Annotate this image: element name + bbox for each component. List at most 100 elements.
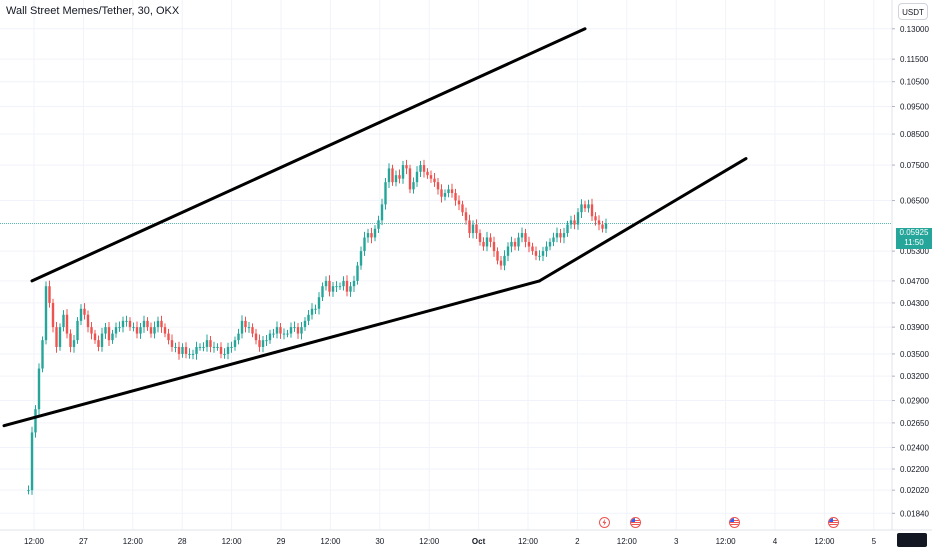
candle bbox=[412, 177, 415, 194]
candle-body bbox=[552, 237, 555, 242]
candle bbox=[345, 275, 349, 297]
candle bbox=[503, 250, 506, 271]
candle bbox=[300, 321, 303, 340]
candle-body bbox=[212, 346, 216, 348]
candle bbox=[314, 304, 317, 315]
candle-body bbox=[464, 212, 468, 221]
candle bbox=[384, 177, 387, 210]
time-tick-label: 3 bbox=[674, 537, 679, 546]
candle bbox=[513, 238, 517, 251]
candle bbox=[107, 321, 111, 346]
candle bbox=[261, 335, 265, 353]
candle-body bbox=[293, 327, 296, 329]
candle bbox=[324, 276, 328, 291]
candle-body bbox=[412, 182, 415, 190]
candle bbox=[132, 322, 135, 332]
channel-line-2[interactable] bbox=[30, 27, 587, 283]
candle-body bbox=[86, 314, 90, 328]
candle bbox=[34, 405, 37, 438]
candle bbox=[559, 228, 562, 243]
candle-body bbox=[34, 409, 37, 433]
candle-body bbox=[51, 302, 55, 328]
candle-body bbox=[559, 233, 562, 238]
candle bbox=[317, 292, 321, 315]
candle bbox=[349, 282, 352, 297]
candle bbox=[436, 177, 440, 195]
candle bbox=[251, 323, 254, 338]
candle-body bbox=[223, 353, 226, 355]
candle bbox=[370, 227, 373, 244]
candle bbox=[184, 342, 188, 359]
candle bbox=[464, 207, 468, 225]
time-tick-label: 12:00 bbox=[716, 537, 737, 546]
channel-line-3[interactable] bbox=[538, 157, 748, 283]
candle-body bbox=[485, 237, 489, 247]
lightning-icon[interactable] bbox=[599, 517, 610, 528]
candle bbox=[489, 233, 492, 248]
candle bbox=[538, 250, 541, 261]
candle-body bbox=[167, 333, 170, 341]
candle bbox=[258, 334, 261, 352]
candle-body bbox=[363, 237, 366, 252]
time-tick-label: 12:00 bbox=[123, 537, 144, 546]
candle-body bbox=[247, 327, 251, 329]
candle bbox=[90, 321, 93, 340]
candle-body bbox=[79, 308, 83, 321]
candle-body bbox=[181, 346, 184, 354]
candle-body bbox=[310, 308, 314, 315]
candle-body bbox=[478, 233, 482, 242]
candle-body bbox=[352, 280, 356, 287]
us-flag-icon[interactable] bbox=[729, 517, 740, 528]
candle-body bbox=[527, 241, 531, 247]
candle-body bbox=[55, 327, 58, 347]
time-tick-label: 12:00 bbox=[320, 537, 341, 546]
price-tick-label: 0.04700 bbox=[900, 277, 929, 286]
candle bbox=[342, 276, 345, 291]
candle bbox=[160, 315, 163, 333]
candle bbox=[233, 336, 237, 351]
candle-body bbox=[72, 340, 76, 347]
us-flag-icon[interactable] bbox=[828, 517, 839, 528]
currency-button[interactable]: USDT bbox=[898, 3, 928, 20]
price-tick-label: 0.06500 bbox=[900, 197, 929, 206]
us-flag-icon[interactable] bbox=[630, 517, 641, 528]
candle bbox=[573, 214, 576, 230]
candle bbox=[195, 341, 198, 360]
candle-body bbox=[496, 251, 499, 261]
candle-body bbox=[30, 432, 34, 491]
candle bbox=[30, 426, 34, 495]
candle-body bbox=[440, 189, 443, 197]
candle-body bbox=[104, 327, 107, 334]
candle bbox=[429, 170, 433, 183]
candle-body bbox=[359, 251, 363, 266]
channel-lines[interactable] bbox=[2, 27, 748, 428]
candle-body bbox=[569, 220, 573, 225]
candle-body bbox=[331, 286, 335, 292]
candle bbox=[41, 336, 44, 373]
channel-line-1[interactable] bbox=[2, 279, 541, 428]
candle bbox=[454, 188, 457, 206]
candle bbox=[485, 231, 489, 252]
candle-body bbox=[366, 233, 370, 238]
candle bbox=[128, 317, 132, 331]
candle bbox=[310, 303, 314, 320]
candle-body bbox=[244, 320, 247, 328]
price-tick-label: 0.03500 bbox=[900, 350, 929, 359]
candle bbox=[93, 329, 97, 344]
candle bbox=[265, 335, 268, 346]
candle-body bbox=[202, 346, 205, 348]
candle bbox=[268, 329, 272, 344]
candle-body bbox=[191, 353, 195, 355]
time-tick-label: 12:00 bbox=[617, 537, 638, 546]
candle-body bbox=[205, 340, 209, 347]
candle bbox=[478, 229, 482, 246]
candle-body bbox=[513, 241, 517, 247]
candle bbox=[534, 246, 538, 261]
candle-body bbox=[590, 204, 594, 217]
candle-body bbox=[408, 168, 412, 190]
candle bbox=[226, 342, 230, 360]
candle bbox=[583, 200, 587, 213]
candle bbox=[496, 247, 499, 265]
candle-body bbox=[83, 308, 86, 315]
